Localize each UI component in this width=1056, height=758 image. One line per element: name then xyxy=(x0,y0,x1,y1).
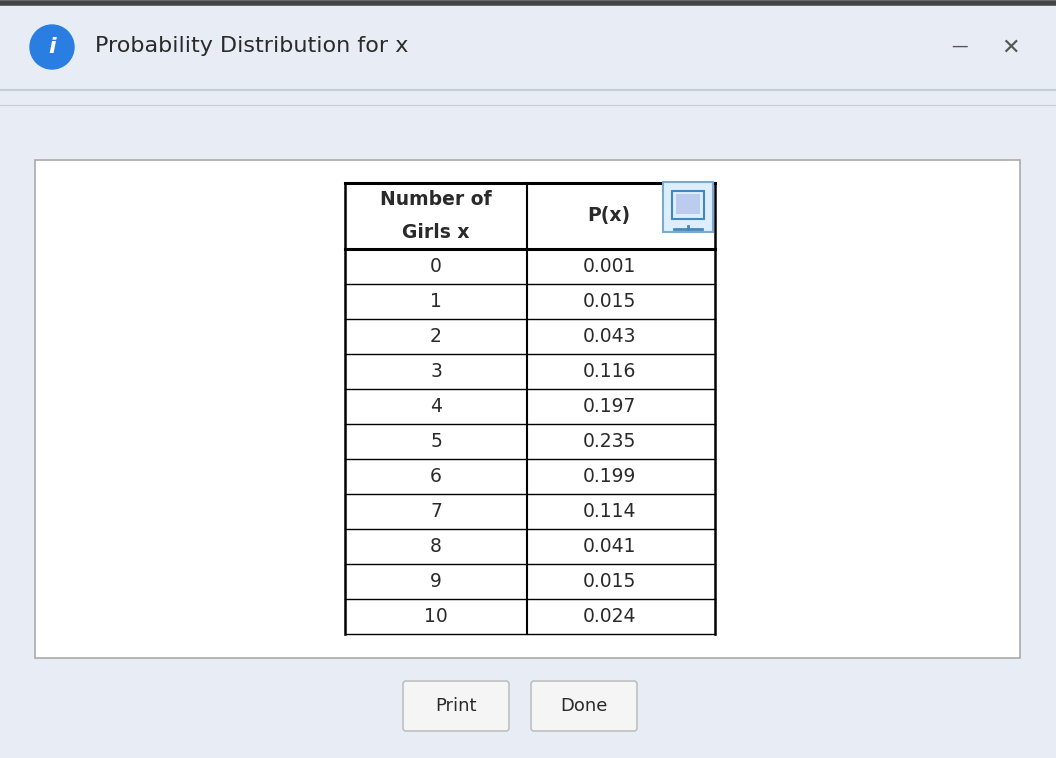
Text: P(x): P(x) xyxy=(587,206,630,225)
Text: 0.043: 0.043 xyxy=(582,327,636,346)
Text: Number of: Number of xyxy=(380,190,492,209)
Text: 3: 3 xyxy=(430,362,442,381)
Text: Girls x: Girls x xyxy=(402,223,470,242)
FancyBboxPatch shape xyxy=(403,681,509,731)
Text: Print: Print xyxy=(435,697,476,715)
Text: 0.024: 0.024 xyxy=(582,607,636,626)
FancyBboxPatch shape xyxy=(672,191,704,219)
Text: ✕: ✕ xyxy=(1001,38,1019,58)
Text: 0.235: 0.235 xyxy=(582,432,636,451)
FancyBboxPatch shape xyxy=(35,160,1020,658)
Text: 0: 0 xyxy=(430,257,442,276)
Text: 10: 10 xyxy=(425,607,448,626)
FancyBboxPatch shape xyxy=(676,194,700,214)
Text: 0.199: 0.199 xyxy=(582,467,636,486)
Text: 0.041: 0.041 xyxy=(582,537,636,556)
Text: 9: 9 xyxy=(430,572,442,591)
Text: 2: 2 xyxy=(430,327,442,346)
Text: 6: 6 xyxy=(430,467,442,486)
Text: 7: 7 xyxy=(430,502,442,521)
Text: 0.001: 0.001 xyxy=(582,257,636,276)
Text: i: i xyxy=(49,37,56,57)
FancyBboxPatch shape xyxy=(663,182,713,232)
Text: Done: Done xyxy=(561,697,607,715)
FancyBboxPatch shape xyxy=(531,681,637,731)
Text: —: — xyxy=(951,37,968,55)
Text: 0.114: 0.114 xyxy=(582,502,636,521)
Text: 4: 4 xyxy=(430,397,442,416)
Text: 8: 8 xyxy=(430,537,442,556)
Text: 0.197: 0.197 xyxy=(582,397,636,416)
Text: Probability Distribution for x: Probability Distribution for x xyxy=(95,36,409,56)
Text: 1: 1 xyxy=(430,292,442,311)
Text: 5: 5 xyxy=(430,432,442,451)
Text: 0.116: 0.116 xyxy=(582,362,636,381)
Text: 0.015: 0.015 xyxy=(582,572,636,591)
FancyBboxPatch shape xyxy=(0,0,1056,90)
Circle shape xyxy=(30,25,74,69)
Text: 0.015: 0.015 xyxy=(582,292,636,311)
